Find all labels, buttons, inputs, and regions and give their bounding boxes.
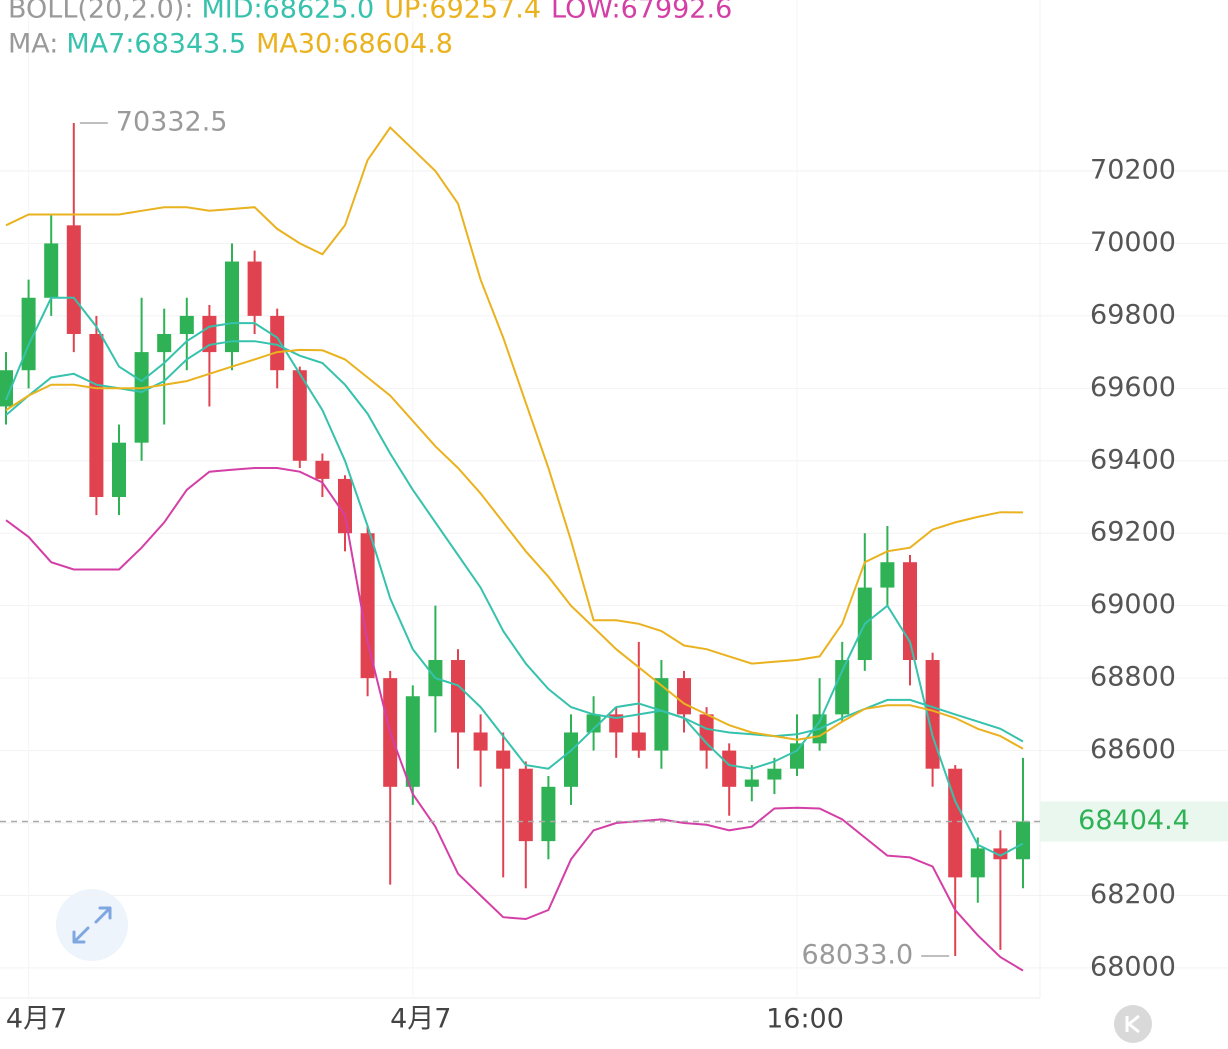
plot [0, 122, 1031, 956]
candle-body [631, 732, 646, 751]
y-tick-label: 69800 [1090, 299, 1176, 330]
candle-body [315, 460, 330, 479]
y-tick-label: 68000 [1090, 951, 1176, 982]
k-button[interactable] [1114, 1005, 1152, 1043]
candle-body [925, 660, 940, 769]
candle-body [654, 678, 669, 751]
candle-body [518, 768, 533, 842]
legend-entry: MA30:68604.8 [256, 29, 453, 60]
indicator-line [5, 348, 1024, 750]
legend-label: BOLL(20,2.0): [8, 0, 193, 25]
annotation-label: 68033.0 [802, 939, 914, 970]
legend-entry: LOW:67992.6 [551, 0, 732, 25]
candle-body [676, 678, 692, 715]
legend-label: MA: [8, 29, 58, 60]
last-price-label: 68404.4 [1078, 805, 1190, 836]
y-tick-label: 70200 [1090, 154, 1176, 185]
candle-body [89, 333, 104, 498]
candle-body [880, 562, 895, 588]
y-tick-label: 68600 [1090, 734, 1176, 765]
k-icon[interactable] [1125, 1014, 1140, 1034]
candle-body [292, 370, 307, 461]
annotation-label: 70332.5 [116, 106, 228, 137]
candle-body [270, 315, 285, 371]
candle-body [609, 714, 624, 733]
indicator-line [5, 125, 1024, 665]
legend-entry: MA7:68343.5 [66, 29, 246, 60]
candle-body [1015, 821, 1031, 860]
legend-entry: MID:68625.0 [201, 0, 374, 25]
candle-body [586, 714, 601, 733]
candle-body [111, 442, 127, 498]
candle-body [44, 243, 59, 298]
expand-icon[interactable] [72, 906, 112, 944]
expand-button[interactable] [56, 889, 128, 961]
candle-body [744, 779, 759, 787]
y-tick-label: 69000 [1090, 589, 1176, 620]
y-tick-label: 69600 [1090, 372, 1176, 403]
last-price-tag [1040, 801, 1228, 842]
candle-body [0, 370, 14, 407]
grid [0, 170, 1228, 969]
candle-body [563, 732, 579, 787]
y-tick-label: 69400 [1090, 444, 1176, 475]
legend-entry: UP:69257.4 [384, 0, 541, 25]
x-tick-label: 4月7 [390, 1004, 451, 1035]
candle-body [835, 660, 850, 715]
candle-body [496, 750, 511, 769]
candle-body [134, 352, 149, 443]
candle-body [473, 732, 488, 751]
candle-body [993, 848, 1008, 860]
indicator-line [5, 340, 1024, 743]
candle-body [337, 478, 353, 534]
candle-body [767, 768, 782, 780]
y-tick-label: 70000 [1090, 227, 1176, 258]
candle-body [970, 848, 985, 878]
x-tick-label: 16:00 [766, 1004, 844, 1035]
candle-body [66, 225, 81, 334]
expand-button-bg[interactable] [56, 889, 128, 961]
candle-body [179, 315, 194, 334]
candle-body [157, 333, 172, 353]
indicator-line [5, 467, 1024, 972]
candle-body [722, 750, 737, 787]
candle-body [224, 261, 240, 353]
k-button-bg[interactable] [1114, 1005, 1152, 1043]
candle-body [948, 768, 963, 878]
candle-body [699, 714, 714, 751]
candle-body [247, 261, 262, 316]
indicator-line [5, 296, 1024, 857]
candle-body [541, 786, 556, 842]
y-tick-label: 68200 [1090, 879, 1176, 910]
candle-body [450, 660, 466, 733]
indicator-lines [5, 125, 1024, 972]
candle-body [405, 696, 420, 787]
candle-body [360, 533, 375, 679]
y-tick-label: 68800 [1090, 662, 1176, 693]
candle-body [202, 315, 217, 353]
x-tick-label: 4月7 [6, 1004, 67, 1035]
y-tick-label: 69200 [1090, 517, 1176, 548]
candle-body [789, 743, 805, 769]
